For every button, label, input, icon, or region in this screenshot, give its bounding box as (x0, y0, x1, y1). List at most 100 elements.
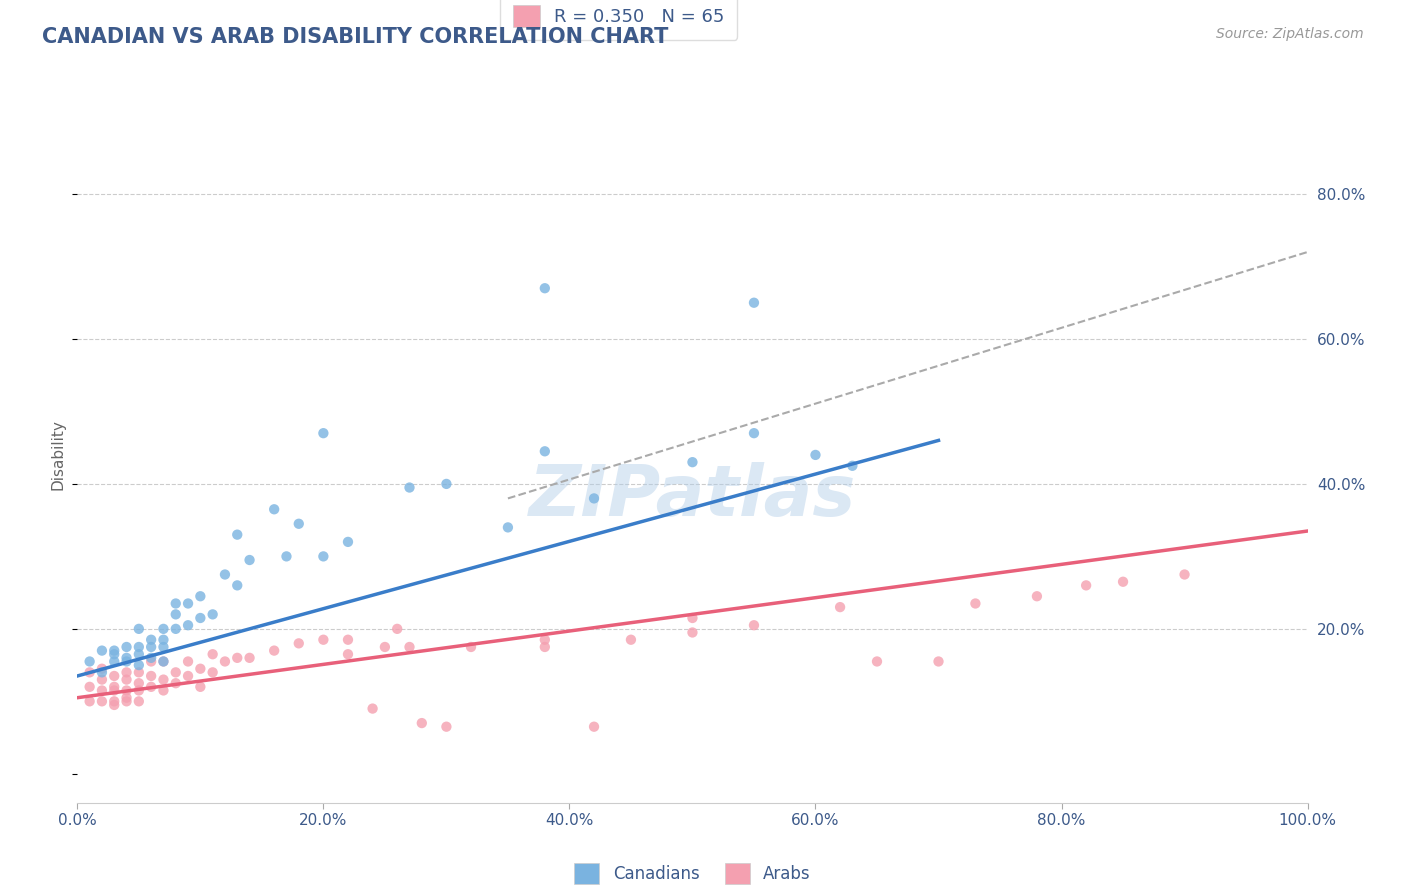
Point (411, 716, 433, 731)
Point (534, 281, 557, 295)
Point (534, 632, 557, 647)
Text: Source: ZipAtlas.com: Source: ZipAtlas.com (1216, 27, 1364, 41)
Point (103, 694, 125, 708)
Text: ZIPatlas: ZIPatlas (529, 462, 856, 531)
Point (141, 680, 163, 694)
Point (190, 611, 212, 625)
Point (141, 651, 163, 665)
Point (288, 516, 311, 531)
Point (1026, 589, 1049, 603)
Point (742, 295, 765, 310)
Point (361, 701, 384, 715)
Point (103, 669, 125, 683)
Point (165, 665, 187, 680)
Legend: Canadians, Arabs: Canadians, Arabs (567, 855, 818, 892)
Point (201, 607, 224, 622)
Point (152, 632, 174, 647)
Point (496, 520, 519, 534)
Point (682, 625, 704, 640)
Point (152, 673, 174, 687)
Point (152, 655, 174, 669)
Text: CANADIAN VS ARAB DISABILITY CORRELATION CHART: CANADIAN VS ARAB DISABILITY CORRELATION … (42, 27, 669, 46)
Point (115, 690, 138, 705)
Point (1112, 574, 1135, 589)
Point (128, 647, 150, 661)
Point (90, 662, 114, 676)
Point (90, 665, 114, 680)
Point (90, 643, 114, 657)
Point (190, 680, 212, 694)
Point (398, 640, 420, 654)
Point (152, 683, 174, 698)
Point (141, 632, 163, 647)
Point (79, 694, 101, 708)
Point (830, 600, 852, 615)
Point (141, 655, 163, 669)
Point (90, 683, 114, 698)
Point (312, 549, 335, 564)
Point (165, 622, 187, 636)
Point (841, 458, 863, 473)
Point (201, 665, 224, 680)
Point (115, 694, 138, 708)
Point (436, 476, 458, 491)
Point (583, 491, 606, 506)
Point (226, 578, 249, 592)
Point (141, 669, 163, 683)
Point (398, 481, 420, 495)
Point (115, 655, 138, 669)
Point (276, 549, 298, 564)
Point (128, 658, 150, 673)
Point (103, 643, 125, 657)
Point (226, 651, 249, 665)
Point (263, 502, 285, 516)
Point (103, 683, 125, 698)
Point (128, 665, 150, 680)
Point (742, 618, 765, 632)
Point (165, 597, 187, 611)
Point (1174, 567, 1197, 582)
Point (177, 618, 200, 632)
Point (226, 527, 249, 541)
Point (201, 647, 224, 661)
Y-axis label: Disability: Disability (51, 419, 66, 491)
Point (103, 680, 125, 694)
Point (128, 683, 150, 698)
Point (115, 665, 138, 680)
Point (141, 640, 163, 654)
Point (337, 535, 360, 549)
Point (190, 589, 212, 603)
Point (214, 655, 236, 669)
Point (90, 673, 114, 687)
Point (214, 567, 236, 582)
Point (928, 655, 950, 669)
Point (79, 665, 101, 680)
Point (165, 607, 187, 622)
Point (263, 643, 285, 657)
Point (103, 655, 125, 669)
Point (312, 632, 335, 647)
Point (337, 632, 360, 647)
Point (742, 426, 765, 441)
Point (103, 647, 125, 661)
Point (115, 640, 138, 654)
Point (128, 676, 150, 690)
Point (115, 683, 138, 698)
Point (177, 597, 200, 611)
Point (1076, 578, 1098, 592)
Point (583, 720, 606, 734)
Point (152, 655, 174, 669)
Point (115, 651, 138, 665)
Point (866, 655, 889, 669)
Point (239, 553, 262, 567)
Point (128, 640, 150, 654)
Point (374, 640, 396, 654)
Point (190, 662, 212, 676)
Point (804, 448, 827, 462)
Point (152, 640, 174, 654)
Point (239, 651, 262, 665)
Point (682, 611, 704, 625)
Point (460, 640, 482, 654)
Point (387, 622, 409, 636)
Point (620, 632, 643, 647)
